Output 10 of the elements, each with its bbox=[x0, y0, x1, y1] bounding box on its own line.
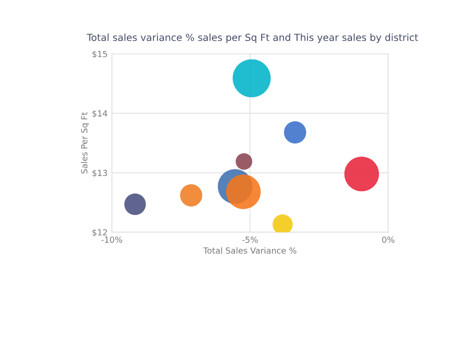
x-tick-label: -10% bbox=[102, 236, 122, 243]
chart-title: Total sales variance % sales per Sq Ft and This year sales by district bbox=[86, 34, 418, 43]
y-tick-label: $13 bbox=[92, 170, 108, 178]
y-axis-title: Sales Per Sq Ft bbox=[80, 112, 90, 174]
x-axis-title: Total Sales Variance % bbox=[203, 247, 296, 254]
y-tick-label: $15 bbox=[92, 50, 107, 58]
x-tick-label: 0% bbox=[382, 236, 394, 243]
y-tick-label: $12 bbox=[92, 229, 107, 237]
x-tick-label: -5% bbox=[242, 236, 258, 243]
y-tick-label: $14 bbox=[92, 110, 108, 118]
